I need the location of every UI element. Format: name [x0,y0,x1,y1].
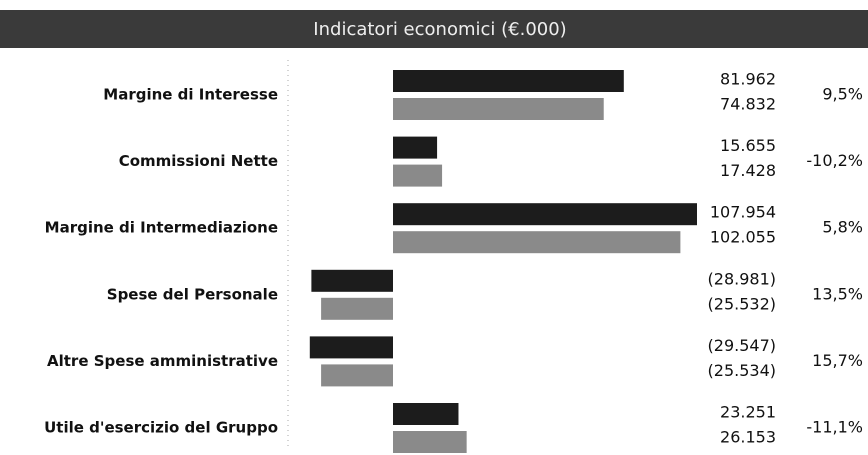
value-label: (25.532) [708,294,776,313]
bar [393,98,604,120]
value-label: 81.962 [720,70,776,89]
bar [321,364,393,387]
value-label: 74.832 [720,95,776,114]
value-label: (25.534) [708,361,776,380]
bar [393,403,459,425]
change-label: -10,2% [806,151,863,170]
value-label: (29.547) [708,336,776,355]
bar [393,70,624,92]
category-label: Margine di Interesse [103,86,278,104]
bar [393,136,438,159]
value-label: 102.055 [710,228,776,247]
change-label: 9,5% [822,85,863,104]
change-label: 5,8% [822,218,863,237]
category-label: Commissioni Nette [119,152,278,170]
value-label: 15.655 [720,136,776,155]
bar [311,269,393,292]
bar [393,431,467,453]
change-label: 13,5% [812,284,863,303]
category-label: Altre Spese amministrative [47,352,278,370]
change-label: 15,7% [812,351,863,370]
chart-title: Indicatori economici (€.000) [313,19,566,40]
value-label: 26.153 [720,428,776,447]
bar [393,203,697,226]
bar [393,164,443,187]
value-label: (28.981) [708,269,776,288]
value-label: 17.428 [720,161,776,180]
value-label: 23.251 [720,403,776,422]
category-label: Margine di Intermediazione [45,219,278,237]
title-bar [0,10,868,48]
bar [321,297,393,320]
value-label: 107.954 [710,203,776,222]
bar [309,336,393,359]
category-label: Utile d'esercizio del Gruppo [44,419,278,437]
change-label: -11,1% [806,418,863,437]
bar [393,231,681,254]
category-label: Spese del Personale [107,285,278,303]
